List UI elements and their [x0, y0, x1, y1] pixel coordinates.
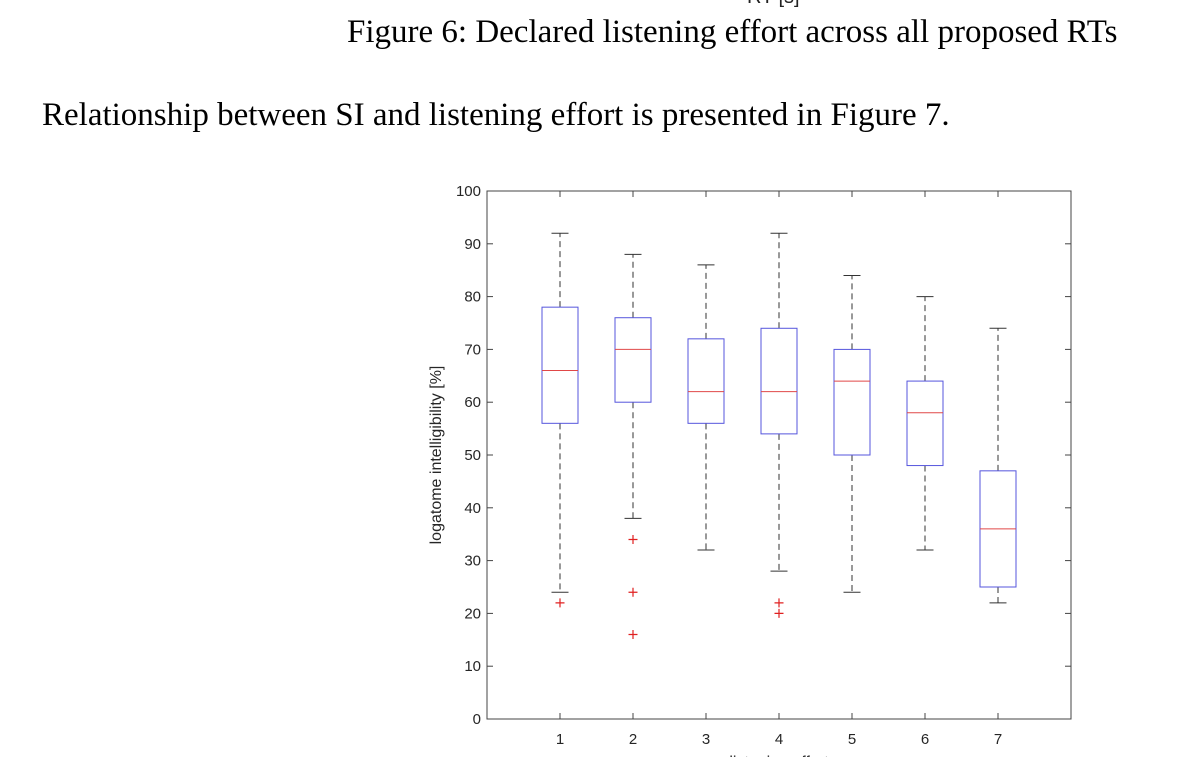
- x-tick-label: 3: [702, 731, 710, 748]
- y-tick-label: 0: [473, 711, 481, 728]
- body-paragraph: Relationship between SI and listening ef…: [42, 97, 950, 133]
- x-tick-label: 7: [994, 731, 1002, 748]
- y-axis-label: logatome intelligibility [%]: [428, 366, 445, 545]
- outlier-marker: [774, 598, 784, 608]
- box: [614, 317, 652, 403]
- x-tick-label: 5: [848, 731, 856, 748]
- x-axis-label: listening effort: [729, 754, 829, 757]
- outlier-marker: [628, 534, 638, 544]
- outlier-marker: [628, 587, 638, 597]
- outlier-marker: [628, 630, 638, 640]
- box: [760, 327, 798, 435]
- y-tick-label: 80: [464, 289, 481, 306]
- y-tick-label: 20: [464, 605, 481, 622]
- y-tick-label: 10: [464, 658, 481, 675]
- box: [906, 380, 944, 467]
- box: [833, 348, 871, 456]
- y-tick-label: 50: [464, 447, 481, 464]
- y-tick-label: 90: [464, 236, 481, 253]
- x-tick-label: 1: [556, 731, 564, 748]
- y-tick-label: 70: [464, 341, 481, 358]
- x-tick-label: 4: [775, 731, 783, 748]
- y-tick-label: 40: [464, 500, 481, 517]
- x-tick-label: 2: [629, 731, 637, 748]
- x-tick-label: 6: [921, 731, 929, 748]
- box: [541, 306, 579, 424]
- outlier-marker: [555, 598, 565, 608]
- y-tick-label: 100: [456, 183, 481, 200]
- outlier-marker: [774, 608, 784, 618]
- previous-figure-axis-label: RT [s]: [747, 0, 800, 9]
- y-tick-label: 30: [464, 553, 481, 570]
- figure-6-caption: Figure 6: Declared listening effort acro…: [347, 14, 1118, 50]
- box: [687, 338, 725, 424]
- y-tick-label: 60: [464, 394, 481, 411]
